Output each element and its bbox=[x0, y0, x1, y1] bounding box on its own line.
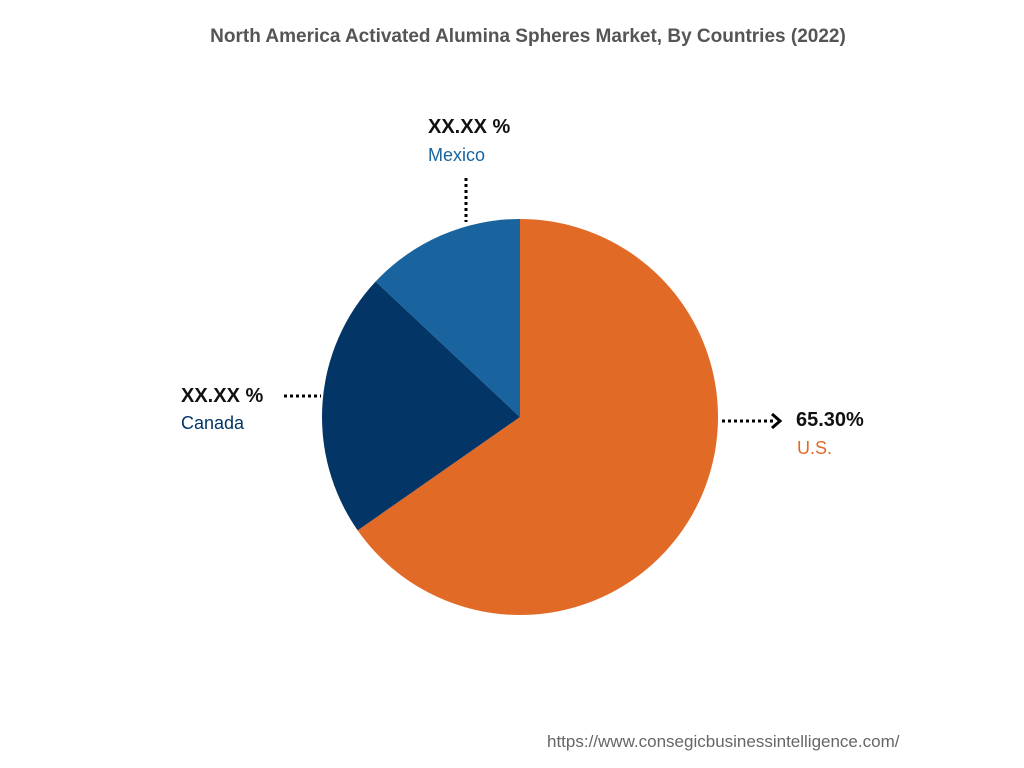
category-label-mexico: Mexico bbox=[428, 145, 486, 165]
pie-slice-mexico bbox=[375, 219, 520, 417]
category-label-canada: Canada bbox=[181, 413, 245, 433]
category-label-us: U.S. bbox=[797, 438, 833, 458]
leader-arrow-us bbox=[771, 412, 783, 430]
value-label-us: 65.30% bbox=[796, 409, 864, 431]
pie-slice-canada bbox=[321, 281, 520, 531]
chart-title: North America Activated Alumina Spheres … bbox=[210, 26, 846, 47]
source-url: https://www.consegicbusinessintelligence… bbox=[547, 732, 900, 751]
value-label-canada: XX.XX % bbox=[181, 385, 264, 407]
value-label-mexico: XX.XX % bbox=[428, 116, 511, 138]
pie-slices bbox=[321, 219, 718, 615]
pie-slice-u-s bbox=[357, 219, 718, 615]
